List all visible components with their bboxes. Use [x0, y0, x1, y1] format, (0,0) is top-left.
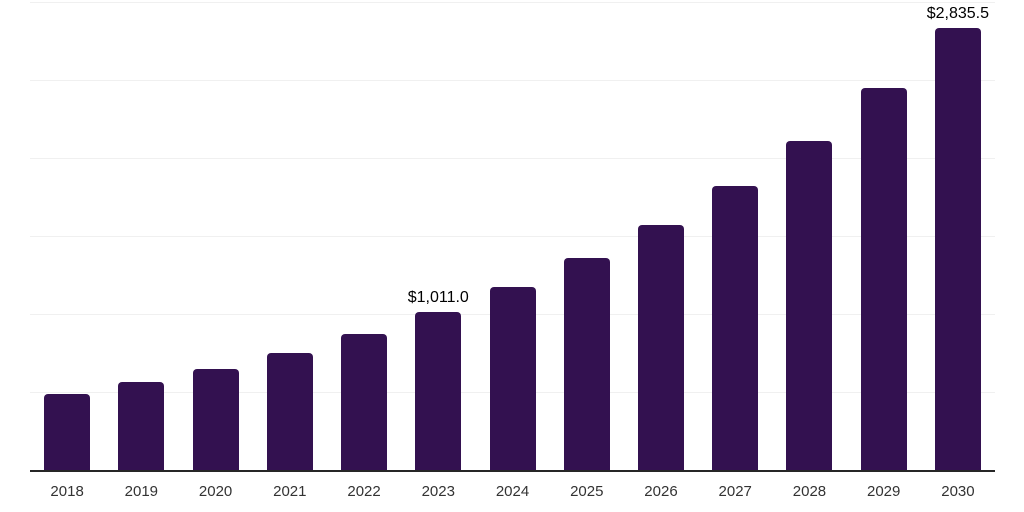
x-tick-2018: 2018	[50, 483, 84, 500]
bar-2026	[637, 224, 684, 470]
x-tick-2024: 2024	[495, 483, 530, 500]
bar-2030	[934, 27, 981, 470]
x-tick-2021: 2021	[273, 483, 307, 500]
x-tick-2022: 2022	[347, 483, 381, 500]
x-axis: 2018 2019 2020 2021 2022 2023 2024 2025 2026 2027…	[30, 474, 995, 510]
x-tick-2030: 2030	[941, 483, 975, 500]
x-tick-2025: 2025	[570, 483, 604, 500]
gridline-2000	[30, 158, 995, 159]
bar-2018	[44, 394, 91, 470]
x-tick-2023: 2023	[421, 483, 455, 500]
bar-2023	[415, 312, 462, 470]
bar-2025	[563, 258, 610, 470]
bar-2021	[266, 352, 313, 470]
gridline-1500	[30, 236, 995, 237]
bar-value-label-2023: $1,011.0	[407, 289, 469, 307]
bar-2027	[712, 185, 759, 470]
x-tick-2026: 2026	[644, 483, 678, 500]
gridline-3000	[30, 2, 995, 3]
x-tick-2019: 2019	[124, 483, 159, 500]
bar-2022	[341, 333, 388, 470]
gridline-2500	[30, 80, 995, 81]
bar-value-label-2030: $2,835.5	[926, 4, 990, 22]
bar-2024	[489, 287, 536, 470]
x-tick-2029: 2029	[867, 483, 901, 500]
plot-area: $1,011.0 $2,835.5	[30, 2, 995, 472]
bar-2028	[786, 140, 833, 470]
x-tick-2027: 2027	[718, 483, 752, 500]
bar-2020	[192, 368, 239, 470]
x-tick-2020: 2020	[198, 483, 233, 500]
bar-2019	[118, 382, 165, 470]
bar-2029	[860, 88, 907, 470]
x-tick-2028: 2028	[792, 483, 827, 500]
